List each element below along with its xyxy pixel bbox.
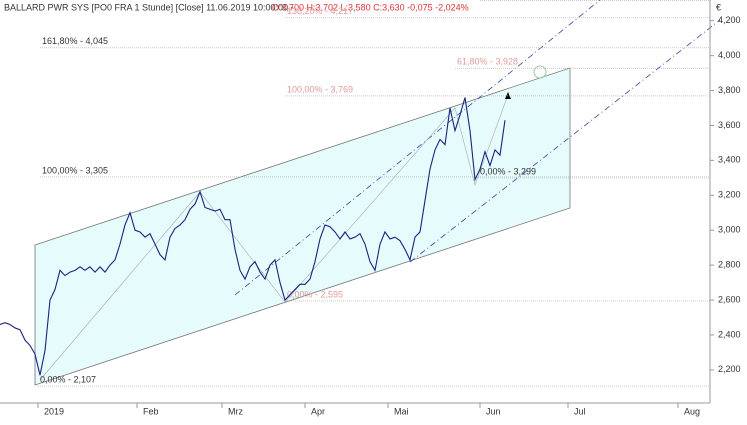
x-tick-label: Mai: [394, 406, 409, 416]
arrow: [505, 92, 511, 99]
level-label: 100,00% - 3,769: [287, 84, 353, 94]
plot: 2,200 2,400 2,600 2,800 3,000 3,200 3,400 3,600…: [0, 0, 741, 416]
y-tick-label: 4,200: [718, 15, 741, 25]
chart-title: BALLARD PWR SYS [PO0 FRA 1 Stunde] [Clos…: [4, 2, 294, 12]
x-tick-label: Feb: [143, 406, 159, 416]
level-label: 100,00% - 3,305: [42, 165, 108, 175]
x-tick-label: Mrz: [228, 406, 243, 416]
y-tick-label: 3,600: [718, 120, 741, 130]
x-tick-label: Apr: [311, 406, 325, 416]
zigzag: [39, 94, 509, 381]
trend-line: [234, 0, 601, 296]
y-tick-label: 2,200: [718, 364, 741, 374]
marker: [533, 65, 547, 79]
y-tick-label: 3,400: [718, 155, 741, 165]
level-label: 161,80% - 4,045: [42, 36, 108, 46]
price-line: [0, 97, 506, 376]
y-tick-label: 2,400: [718, 329, 741, 339]
y-tick-label: 4,000: [718, 50, 741, 60]
level-label: 0,00% - 2,107: [40, 374, 96, 384]
trend-line: [409, 19, 721, 263]
level-label: 0,00% - 3,299: [480, 166, 536, 176]
y-tick-label: 3,000: [718, 225, 741, 235]
y-axis-label: €: [716, 2, 721, 12]
x-tick-label: Jun: [486, 406, 501, 416]
y-tick-label: 3,800: [718, 85, 741, 95]
level-label: 0,00% - 2,595: [287, 289, 343, 299]
level-label: 138,20% - 4,217: [287, 6, 353, 16]
y-tick-label: 2,600: [718, 294, 741, 304]
x-tick-label: Aug: [684, 406, 700, 416]
y-tick-label: 3,200: [718, 190, 741, 200]
chart-subtitle: O:3,700 H:3,702 L:3,580 C:3,630 -0,075 -…: [272, 2, 469, 12]
x-tick-label: Jul: [574, 406, 586, 416]
level-label: 61,80% - 3,928: [457, 57, 518, 67]
y-tick-label: 2,800: [718, 259, 741, 269]
x-tick-label: 2019: [44, 406, 64, 416]
